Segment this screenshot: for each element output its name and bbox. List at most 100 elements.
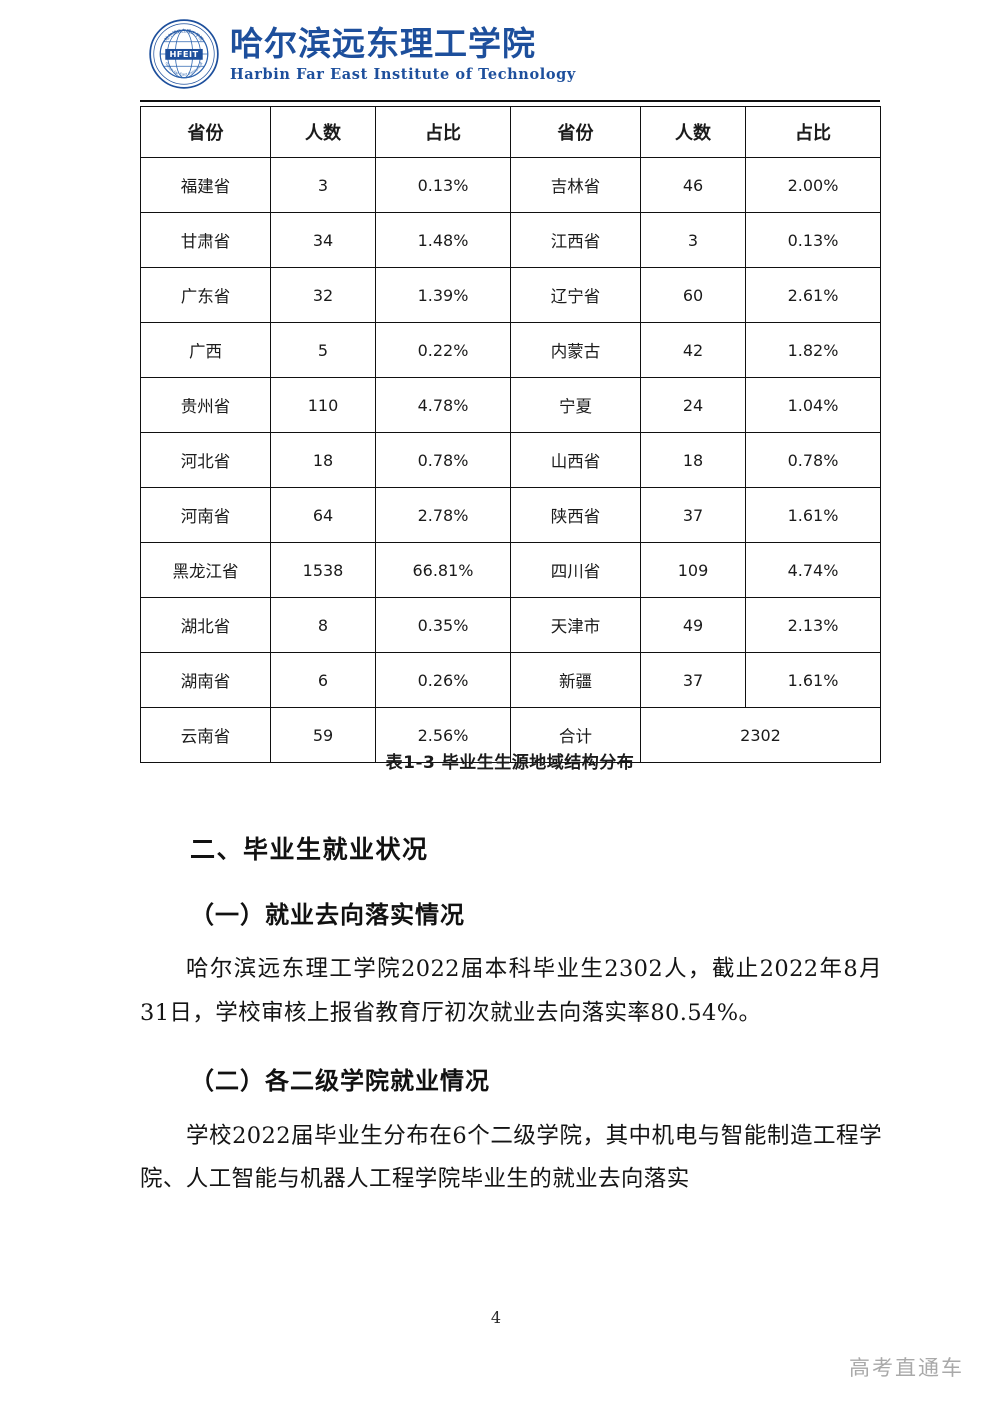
- cell-percent: 0.26%: [375, 652, 511, 708]
- cell-percent: 0.78%: [375, 432, 511, 488]
- cell-province: 四川省: [510, 542, 641, 598]
- cell-province: 广西: [140, 322, 271, 378]
- cell-percent: 2.00%: [745, 157, 881, 213]
- cell-province: 内蒙古: [510, 322, 641, 378]
- paragraph-college-employment: 学校2022届毕业生分布在6个二级学院，其中机电与智能制造工程学院、人工智能与机…: [140, 1122, 882, 1193]
- letterhead-text: 哈尔滨远东理工学院 Harbin Far East Institute of T…: [230, 24, 576, 83]
- th-count-right: 人数: [640, 106, 746, 158]
- cell-province: 吉林省: [510, 157, 641, 213]
- cell-count: 32: [270, 267, 376, 323]
- cell-percent: 0.22%: [375, 322, 511, 378]
- cell-percent: 2.13%: [745, 597, 881, 653]
- cell-count: 3: [640, 212, 746, 268]
- svg-text:HFEIT: HFEIT: [169, 49, 198, 59]
- table-row: 甘肃省 34 1.48% 江西省 3 0.13%: [140, 212, 881, 268]
- cell-province: 天津市: [510, 597, 641, 653]
- th-province-left: 省份: [140, 106, 271, 158]
- watermark: 高考直通车: [849, 1356, 964, 1380]
- cell-province: 山西省: [510, 432, 641, 488]
- table-row: 湖北省 8 0.35% 天津市 49 2.13%: [140, 597, 881, 653]
- cell-percent: 1.82%: [745, 322, 881, 378]
- cell-percent: 0.13%: [375, 157, 511, 213]
- table-top-rule: [140, 100, 880, 102]
- cell-count: 46: [640, 157, 746, 213]
- table-row: 贵州省 110 4.78% 宁夏 24 1.04%: [140, 377, 881, 433]
- table-row: 湖南省 6 0.26% 新疆 37 1.61%: [140, 652, 881, 708]
- cell-province: 广东省: [140, 267, 271, 323]
- cell-percent: 0.13%: [745, 212, 881, 268]
- table-caption: 表1-3 毕业生生源地域结构分布: [385, 753, 635, 773]
- province-distribution-table-wrapper: 省份 人数 占比 省份 人数 占比 福建省 3 0.13% 吉林省 46 2.0…: [140, 100, 881, 763]
- province-distribution-table: 省份 人数 占比 省份 人数 占比 福建省 3 0.13% 吉林省 46 2.0…: [140, 106, 881, 763]
- cell-count: 18: [270, 432, 376, 488]
- cell-count: 110: [270, 377, 376, 433]
- table-total-row: 云南省 59 2.56% 合计 2302: [140, 707, 881, 763]
- cell-count: 8: [270, 597, 376, 653]
- cell-count: 64: [270, 487, 376, 543]
- cell-province: 湖南省: [140, 652, 271, 708]
- th-percent-right: 占比: [745, 106, 881, 158]
- cell-province: 新疆: [510, 652, 641, 708]
- cell-percent: 0.35%: [375, 597, 511, 653]
- table-row: 福建省 3 0.13% 吉林省 46 2.00%: [140, 157, 881, 213]
- cell-count: 49: [640, 597, 746, 653]
- cell-province: 福建省: [140, 157, 271, 213]
- cell-count: 60: [640, 267, 746, 323]
- table-row: 河南省 64 2.78% 陕西省 37 1.61%: [140, 487, 881, 543]
- cell-count: 3: [270, 157, 376, 213]
- cell-percent: 1.48%: [375, 212, 511, 268]
- cell-percent: 2.61%: [745, 267, 881, 323]
- cell-percent: 4.74%: [745, 542, 881, 598]
- cell-province: 江西省: [510, 212, 641, 268]
- cell-count: 34: [270, 212, 376, 268]
- cell-total-label: 合计: [510, 707, 641, 763]
- cell-percent: 4.78%: [375, 377, 511, 433]
- cell-count: 24: [640, 377, 746, 433]
- cell-percent: 1.61%: [745, 487, 881, 543]
- cell-province: 黑龙江省: [140, 542, 271, 598]
- cell-province: 云南省: [140, 707, 271, 763]
- cell-total-value: 2302: [640, 707, 881, 763]
- cell-percent: 1.61%: [745, 652, 881, 708]
- cell-count: 37: [640, 652, 746, 708]
- th-count-left: 人数: [270, 106, 376, 158]
- university-logo-icon: HFEIT 哈尔滨远东理工学院 Harbin Far East Institut…: [148, 18, 220, 90]
- cell-province: 宁夏: [510, 377, 641, 433]
- cell-province: 河南省: [140, 487, 271, 543]
- table-header-row: 省份 人数 占比 省份 人数 占比: [140, 106, 881, 158]
- sub-heading-college-employment: （二）各二级学院就业情况: [190, 1066, 490, 1096]
- cell-count: 18: [640, 432, 746, 488]
- table-row: 黑龙江省 1538 66.81% 四川省 109 4.74%: [140, 542, 881, 598]
- cell-percent: 2.56%: [375, 707, 511, 763]
- letterhead: HFEIT 哈尔滨远东理工学院 Harbin Far East Institut…: [148, 18, 576, 90]
- cell-count: 1538: [270, 542, 376, 598]
- cell-percent: 0.78%: [745, 432, 881, 488]
- table-row: 河北省 18 0.78% 山西省 18 0.78%: [140, 432, 881, 488]
- cell-province: 辽宁省: [510, 267, 641, 323]
- table-row: 广东省 32 1.39% 辽宁省 60 2.61%: [140, 267, 881, 323]
- university-name-en: Harbin Far East Institute of Technology: [230, 66, 576, 84]
- table-row: 广西 5 0.22% 内蒙古 42 1.82%: [140, 322, 881, 378]
- cell-count: 59: [270, 707, 376, 763]
- sub-heading-employment-rate: （一）就业去向落实情况: [190, 900, 465, 929]
- section-heading: 二、毕业生就业状况: [190, 835, 429, 864]
- paragraph-employment-rate: 哈尔滨远东理工学院2022届本科毕业生2302人，截止2022年8月31日，学校…: [140, 956, 882, 1027]
- cell-count: 6: [270, 652, 376, 708]
- cell-count: 42: [640, 322, 746, 378]
- cell-province: 河北省: [140, 432, 271, 488]
- cell-count: 37: [640, 487, 746, 543]
- table-body: 福建省 3 0.13% 吉林省 46 2.00% 甘肃省 34 1.48% 江西…: [140, 157, 881, 763]
- th-percent-left: 占比: [375, 106, 511, 158]
- th-province-right: 省份: [510, 106, 641, 158]
- document-body: 二、毕业生就业状况 （一）就业去向落实情况 哈尔滨远东理工学院2022届本科毕业…: [140, 800, 882, 1202]
- cell-count: 5: [270, 322, 376, 378]
- cell-province: 贵州省: [140, 377, 271, 433]
- cell-province: 甘肃省: [140, 212, 271, 268]
- cell-percent: 1.39%: [375, 267, 511, 323]
- page-number: 4: [490, 1308, 502, 1327]
- cell-percent: 66.81%: [375, 542, 511, 598]
- cell-province: 湖北省: [140, 597, 271, 653]
- cell-province: 陕西省: [510, 487, 641, 543]
- cell-count: 109: [640, 542, 746, 598]
